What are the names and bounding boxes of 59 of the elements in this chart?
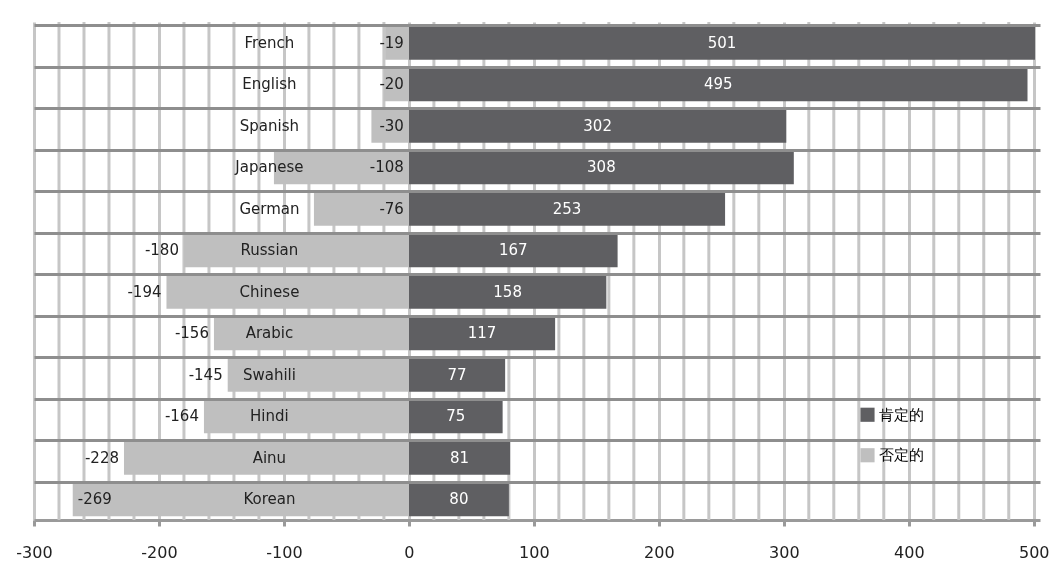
data-label: -228 bbox=[84, 448, 119, 467]
bar bbox=[408, 67, 1028, 102]
y-tick-label: Spanish bbox=[239, 116, 300, 135]
data-label: -76 bbox=[379, 199, 404, 218]
x-tick-label: 0 bbox=[404, 542, 415, 562]
data-label: 302 bbox=[583, 116, 612, 135]
x-tick-label: 400 bbox=[894, 542, 925, 562]
y-tick-label: Korean bbox=[243, 490, 296, 509]
data-label: -30 bbox=[379, 116, 404, 135]
data-label: 158 bbox=[493, 282, 522, 301]
y-tick-label: Chinese bbox=[239, 282, 300, 301]
data-label: -164 bbox=[164, 407, 199, 426]
bar bbox=[408, 191, 726, 226]
data-label: -156 bbox=[174, 324, 209, 343]
y-tick-label: Arabic bbox=[245, 324, 294, 343]
x-tick-label: 200 bbox=[644, 542, 675, 562]
legend-label: 肯定的 bbox=[879, 405, 924, 424]
data-label: 308 bbox=[587, 158, 616, 177]
bar bbox=[408, 316, 556, 351]
data-label: -108 bbox=[369, 158, 404, 177]
bar bbox=[408, 108, 787, 143]
y-tick-label: Hindi bbox=[250, 407, 289, 426]
data-label: -19 bbox=[379, 33, 404, 52]
data-label: 253 bbox=[552, 199, 582, 218]
data-label: -20 bbox=[379, 75, 404, 94]
y-tick-label: Russian bbox=[240, 241, 299, 260]
data-label: 77 bbox=[447, 365, 467, 384]
data-label: 117 bbox=[467, 324, 497, 343]
data-label: 501 bbox=[707, 33, 737, 52]
y-tick-label: Swahili bbox=[242, 365, 296, 384]
y-tick-label: English bbox=[242, 75, 297, 94]
data-label: -269 bbox=[77, 490, 112, 509]
data-label: 167 bbox=[498, 241, 528, 260]
x-tick-label: 500 bbox=[1018, 542, 1050, 562]
y-tick-label: Ainu bbox=[252, 448, 287, 467]
y-tick-label: German bbox=[239, 199, 300, 218]
data-label: 495 bbox=[703, 75, 733, 94]
bar bbox=[408, 233, 618, 268]
y-tick-label: French bbox=[244, 33, 295, 52]
bar bbox=[408, 399, 503, 434]
y-tick-label: Japanese bbox=[234, 158, 304, 177]
data-label: -145 bbox=[188, 365, 223, 384]
bar bbox=[408, 25, 1035, 60]
x-tick-label: -100 bbox=[266, 542, 303, 562]
data-label: -180 bbox=[144, 241, 179, 260]
data-label: -194 bbox=[127, 282, 162, 301]
x-tick-label: 300 bbox=[769, 542, 800, 562]
bar bbox=[408, 482, 509, 517]
data-label: 81 bbox=[449, 448, 470, 467]
bar bbox=[408, 274, 607, 309]
x-tick-label: -300 bbox=[16, 542, 53, 562]
x-tick-label: -200 bbox=[141, 542, 178, 562]
data-label: 80 bbox=[449, 490, 469, 509]
x-tick-label: 100 bbox=[519, 542, 550, 562]
legend-label: 否定的 bbox=[879, 446, 924, 465]
bar bbox=[408, 357, 506, 392]
bar bbox=[408, 440, 511, 475]
data-label: 75 bbox=[446, 407, 466, 426]
bar bbox=[408, 150, 794, 185]
